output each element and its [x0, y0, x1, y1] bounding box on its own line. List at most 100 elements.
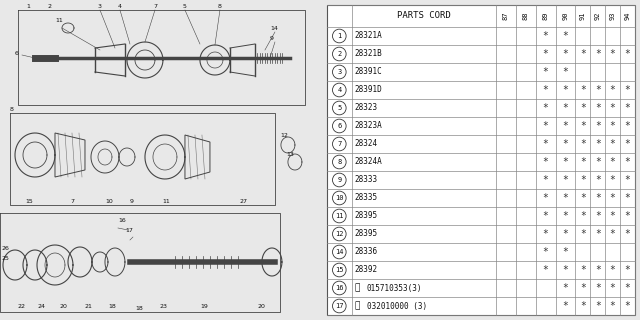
Text: 12: 12	[335, 231, 344, 237]
Text: 15: 15	[25, 199, 33, 204]
Text: *: *	[625, 265, 630, 275]
Text: 13: 13	[286, 152, 294, 157]
Text: 28324A: 28324A	[355, 157, 383, 166]
Text: *: *	[563, 211, 568, 221]
Text: 1: 1	[337, 33, 342, 39]
Text: 17: 17	[335, 303, 344, 309]
Text: *: *	[543, 121, 548, 131]
Text: Ⓑ: Ⓑ	[355, 284, 360, 292]
Text: 6: 6	[15, 51, 19, 56]
Text: 18: 18	[108, 304, 116, 309]
Text: *: *	[610, 211, 616, 221]
Text: *: *	[563, 157, 568, 167]
Text: 28324: 28324	[355, 140, 378, 148]
Text: 24: 24	[38, 304, 46, 309]
Text: *: *	[543, 49, 548, 59]
Text: *: *	[625, 193, 630, 203]
Text: *: *	[595, 301, 601, 311]
Text: *: *	[580, 301, 586, 311]
Text: 7: 7	[70, 199, 74, 204]
Text: *: *	[563, 175, 568, 185]
Text: *: *	[563, 265, 568, 275]
Text: *: *	[595, 175, 601, 185]
Text: *: *	[610, 301, 616, 311]
Text: *: *	[610, 157, 616, 167]
Text: 17: 17	[125, 228, 133, 233]
Text: *: *	[610, 283, 616, 293]
Text: *: *	[625, 139, 630, 149]
Text: *: *	[595, 121, 601, 131]
Text: *: *	[610, 121, 616, 131]
Text: *: *	[625, 283, 630, 293]
Text: 9: 9	[270, 36, 274, 41]
Text: 11: 11	[162, 199, 170, 204]
Text: *: *	[563, 67, 568, 77]
Text: *: *	[580, 283, 586, 293]
Text: 9: 9	[337, 177, 342, 183]
Text: *: *	[580, 265, 586, 275]
Text: *: *	[563, 229, 568, 239]
Text: 1: 1	[26, 4, 30, 9]
Text: 4: 4	[118, 4, 122, 9]
Text: 3: 3	[98, 4, 102, 9]
Text: 28321A: 28321A	[355, 31, 383, 41]
Text: *: *	[595, 49, 601, 59]
Text: *: *	[625, 103, 630, 113]
Text: 16: 16	[335, 285, 344, 291]
Text: *: *	[595, 211, 601, 221]
Text: 28323: 28323	[355, 103, 378, 113]
Text: 19: 19	[200, 304, 208, 309]
Text: *: *	[595, 265, 601, 275]
Text: *: *	[580, 139, 586, 149]
Text: *: *	[543, 31, 548, 41]
Text: *: *	[625, 121, 630, 131]
Text: 25: 25	[2, 256, 10, 261]
Text: *: *	[610, 193, 616, 203]
Text: 14: 14	[270, 26, 278, 31]
Text: 2: 2	[48, 4, 52, 9]
Text: 11: 11	[335, 213, 344, 219]
Text: 14: 14	[335, 249, 344, 255]
Text: *: *	[625, 49, 630, 59]
Text: 3: 3	[337, 69, 342, 75]
Text: 5: 5	[337, 105, 342, 111]
Text: 015710353(3): 015710353(3)	[367, 284, 422, 292]
Text: Ⓦ: Ⓦ	[355, 301, 360, 310]
Text: 20: 20	[258, 304, 266, 309]
Text: *: *	[580, 157, 586, 167]
Text: 15: 15	[335, 267, 344, 273]
Text: 22: 22	[18, 304, 26, 309]
Text: 10: 10	[335, 195, 344, 201]
Text: 94: 94	[625, 12, 630, 20]
Text: *: *	[610, 139, 616, 149]
Text: *: *	[580, 121, 586, 131]
Text: 89: 89	[543, 12, 548, 20]
Text: *: *	[563, 103, 568, 113]
Text: *: *	[580, 103, 586, 113]
Text: 2: 2	[337, 51, 342, 57]
Text: *: *	[563, 85, 568, 95]
Text: *: *	[563, 139, 568, 149]
Text: *: *	[610, 265, 616, 275]
Text: 7: 7	[153, 4, 157, 9]
Text: *: *	[580, 229, 586, 239]
Text: 28391D: 28391D	[355, 85, 383, 94]
Text: *: *	[543, 103, 548, 113]
Text: 10: 10	[105, 199, 113, 204]
Text: 91: 91	[580, 12, 586, 20]
Text: *: *	[595, 229, 601, 239]
Text: 26: 26	[2, 246, 10, 251]
Text: *: *	[543, 85, 548, 95]
Text: *: *	[610, 49, 616, 59]
Text: *: *	[595, 193, 601, 203]
Text: 6: 6	[337, 123, 342, 129]
Text: 92: 92	[595, 12, 601, 20]
Text: *: *	[625, 157, 630, 167]
Text: 28336: 28336	[355, 247, 378, 257]
Text: *: *	[625, 229, 630, 239]
Text: 032010000 (3): 032010000 (3)	[367, 301, 427, 310]
Text: *: *	[580, 211, 586, 221]
Text: 8: 8	[218, 4, 222, 9]
Text: 8: 8	[10, 107, 14, 112]
Text: 21: 21	[85, 304, 93, 309]
